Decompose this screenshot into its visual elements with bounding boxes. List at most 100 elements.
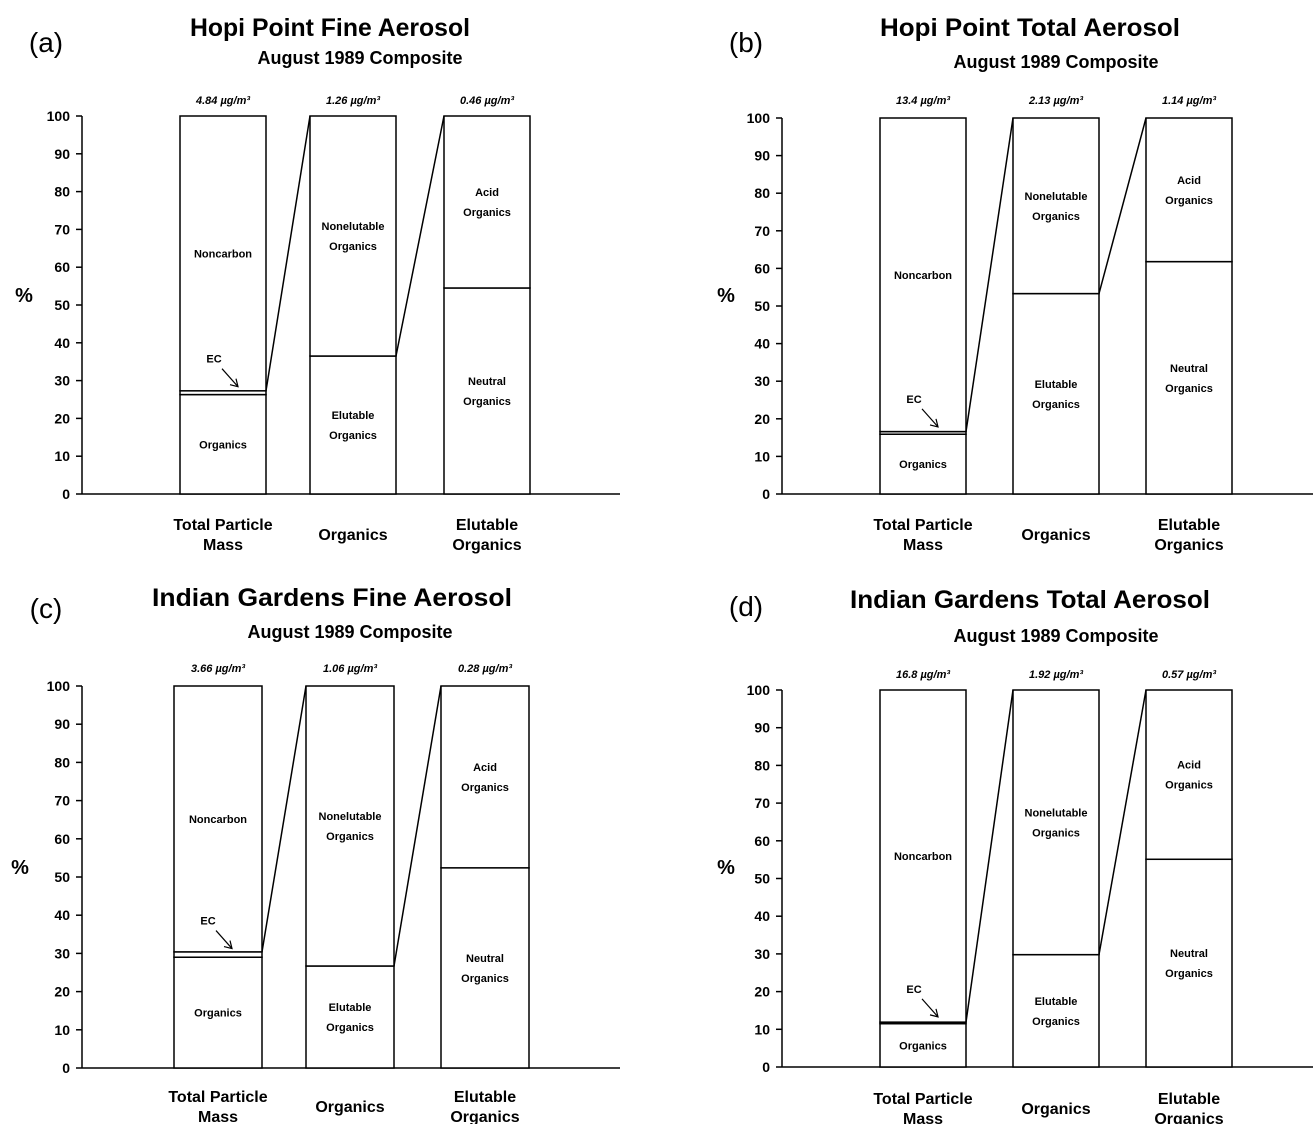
y-tick-label: 30 (754, 946, 770, 962)
segment-label: Neutral Organics (461, 953, 509, 985)
connector-line (1098, 689, 1147, 955)
ec-arrow-head (929, 418, 939, 428)
chart-d-svg: (d) Indian Gardens Total Aerosol August 19… (717, 586, 1313, 1128)
connector-line (261, 685, 307, 952)
category-label: Total Particle Mass (173, 517, 272, 554)
category-label: Elutable Organics (452, 517, 521, 554)
y-tick-label: 10 (754, 1021, 770, 1037)
segment-label: Nonelutable Organics (319, 811, 382, 843)
segment-label: Elutable Organics (1032, 379, 1080, 411)
segment-label: Noncarbon (894, 851, 952, 863)
y-tick-label: 40 (754, 908, 770, 924)
panel-label: (b) (729, 27, 763, 58)
segment-label: Elutable Organics (1032, 996, 1080, 1028)
y-tick-label: 70 (54, 793, 70, 809)
ec-arrow-line (921, 408, 939, 428)
category-label: Organics (1021, 1101, 1090, 1118)
connector-line (1098, 117, 1147, 294)
y-tick-label: 80 (754, 757, 770, 773)
bar-segment (440, 685, 530, 869)
bar-segment (1012, 292, 1100, 495)
category-label: Elutable Organics (1154, 517, 1223, 554)
chart-title: Indian Gardens Total Aerosol (850, 586, 1210, 614)
panel-label: (c) (30, 593, 63, 624)
bar-segment (1012, 117, 1100, 295)
bar-segment (173, 951, 263, 958)
y-tick-label: 100 (47, 678, 71, 694)
ec-label: EC (200, 916, 215, 928)
y-tick-label: 90 (54, 716, 70, 732)
y-tick-label: 20 (754, 984, 770, 1000)
ec-arrow-head (223, 940, 233, 950)
segment-label: Neutral Organics (1165, 948, 1213, 980)
segment-label: Acid Organics (463, 187, 511, 219)
chart-a-svg: (a) Hopi Point Fine Aerosol August 1989 Co… (15, 14, 620, 554)
y-tick-label: 50 (754, 871, 770, 887)
segment-label: Noncarbon (189, 814, 247, 826)
y-tick-label: 0 (62, 1060, 70, 1076)
y-tick-label: 60 (54, 259, 70, 275)
ec-label: EC (206, 354, 221, 366)
bar-segment (1145, 260, 1233, 495)
y-tick-label: 0 (762, 1059, 770, 1075)
bar-segment (309, 115, 397, 357)
y-tick-label: 80 (54, 184, 70, 200)
y-tick-label: 30 (754, 373, 770, 389)
bar-segment (443, 287, 531, 495)
ec-arrow-head (929, 1008, 939, 1018)
bar-segment (443, 115, 531, 289)
category-label: Organics (1021, 527, 1090, 544)
total-concentration: 0.46 µg/m³ (460, 95, 514, 107)
y-tick-label: 90 (754, 148, 770, 164)
y-tick-label: 100 (747, 110, 771, 126)
total-concentration: 1.06 µg/m³ (323, 663, 377, 675)
total-concentration: 2.13 µg/m³ (1028, 95, 1083, 107)
segment-label: Organics (899, 1040, 947, 1052)
chart-panel-b: (b) Hopi Point Total Aerosol August 1989 C… (700, 0, 1313, 561)
y-tick-label: 40 (54, 335, 70, 351)
segment-label: Organics (899, 459, 947, 471)
category-label: Organics (315, 1099, 384, 1116)
y-tick-label: 70 (54, 221, 70, 237)
ec-label: EC (906, 394, 921, 406)
segment-label: Organics (199, 439, 247, 451)
y-tick-label: 100 (47, 108, 71, 124)
segment-label: Nonelutable Organics (1025, 807, 1088, 839)
category-label: Elutable Organics (1154, 1091, 1223, 1124)
ec-arrow-line (921, 998, 939, 1018)
y-tick-label: 60 (54, 831, 70, 847)
bar-segment (879, 1022, 967, 1068)
chart-subtitle: August 1989 Composite (953, 52, 1158, 72)
total-concentration: 0.28 µg/m³ (458, 663, 512, 675)
y-tick-label: 60 (754, 260, 770, 276)
chart-panel-c: (c) Indian Gardens Fine Aerosol August 198… (0, 568, 650, 1129)
y-tick-label: 0 (62, 486, 70, 502)
connector-line (965, 117, 1014, 432)
total-concentration: 4.84 µg/m³ (195, 95, 250, 107)
y-tick-label: 50 (54, 869, 70, 885)
bar-segment (179, 393, 267, 495)
total-concentration: 1.26 µg/m³ (326, 95, 380, 107)
bar-segment (1012, 689, 1100, 956)
segment-label: Noncarbon (194, 248, 252, 260)
bar-segment (440, 867, 530, 1069)
y-axis-label: % (717, 285, 735, 307)
chart-title: Hopi Point Total Aerosol (880, 14, 1180, 42)
panel-label: (a) (29, 27, 63, 58)
category-label: Elutable Organics (450, 1089, 519, 1124)
ec-arrow-head (229, 378, 239, 388)
y-tick-label: 40 (54, 907, 70, 923)
ec-arrow-line (215, 930, 233, 949)
bar-segment (879, 433, 967, 495)
y-axis-label: % (11, 857, 29, 879)
y-tick-label: 50 (54, 297, 70, 313)
connector-line (393, 685, 442, 967)
segment-label: Neutral Organics (1165, 363, 1213, 395)
segment-label: Elutable Organics (326, 1002, 374, 1034)
segment-label: Nonelutable Organics (322, 221, 385, 253)
y-tick-label: 70 (754, 223, 770, 239)
chart-panel-d: (d) Indian Gardens Total Aerosol August 19… (700, 572, 1313, 1129)
y-tick-label: 10 (54, 448, 70, 464)
chart-title: Hopi Point Fine Aerosol (190, 14, 470, 42)
y-tick-label: 20 (54, 984, 70, 1000)
